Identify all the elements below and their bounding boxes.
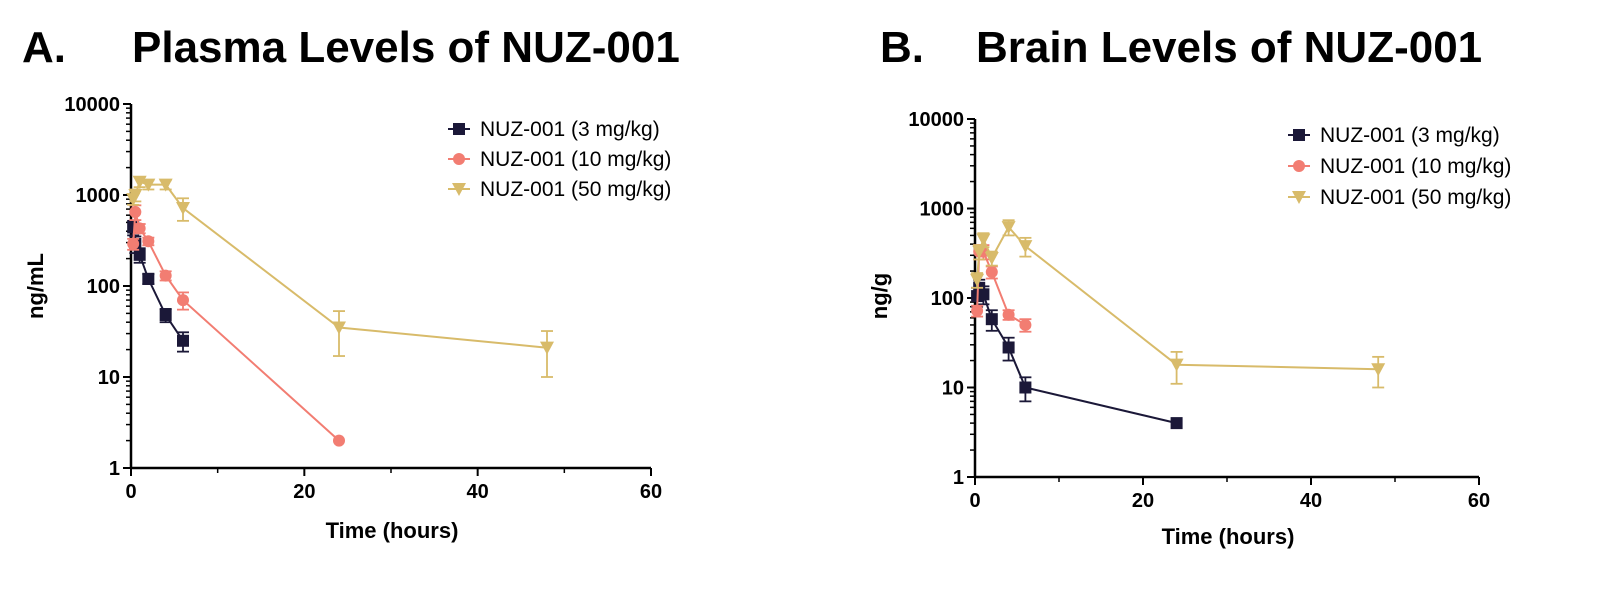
brain-x-tick-label: 60 [1468,490,1490,512]
brain-x-axis-label: Time (hours) [1162,524,1295,549]
brain-y-tick-label: 1000 [920,199,965,221]
plasma-x-axis-label: Time (hours) [326,518,459,543]
plasma-data-point [141,178,156,192]
brain-data-point [1001,221,1016,235]
brain-data-point [972,245,987,259]
plasma-data-point [158,178,173,192]
plasma-data-point [177,294,189,307]
plasma-y-tick-label: 1000 [76,185,121,207]
plasma-y-axis-label: ng/mL [23,253,48,319]
brain-legend-label: NUZ-001 (3 mg/kg) [1320,124,1500,147]
plasma-data-point [133,222,146,235]
brain-y-tick-label: 1 [953,467,964,489]
plasma-data-point [127,237,140,250]
brain-legend-label: NUZ-001 (50 mg/kg) [1320,186,1511,209]
brain-data-point [985,313,998,326]
brain-data-point [976,233,991,247]
plasma-series-2 [126,175,554,378]
plasma-series-line [132,211,340,442]
brain-data-point [1019,381,1032,394]
plasma-y-tick-label: 10000 [64,94,120,116]
brain-data-point [977,288,990,301]
plasma-data-point [159,309,172,322]
brain-data-point [1002,308,1015,321]
plot-area-brain: 1 10 100 1000 10000 0 20 40 60 NUZ-001 (3 mg/kg) N… [908,109,1511,512]
brain-data-point [1170,417,1183,430]
plasma-x-tick-label: 20 [293,481,315,503]
plasma-legend-marker [452,183,466,196]
plasma-legend-marker [453,153,465,165]
brain-legend-marker [1293,160,1305,172]
plasma-y-tick-label: 100 [87,276,120,298]
plasma-legend-marker [453,123,465,135]
brain-data-point [971,304,984,317]
brain-series-line [976,225,1379,371]
panel-b-letter: B. [880,23,924,72]
brain-x-tick-label: 0 [969,490,980,512]
panel-a-title: Plasma Levels of NUZ-001 [132,23,680,72]
plasma-data-point [129,206,142,219]
panel-b-title: Brain Levels of NUZ-001 [976,23,1482,72]
plasma-data-point [177,334,189,347]
brain-y-tick-label: 10000 [908,109,964,131]
plasma-x-tick-label: 60 [640,481,662,503]
brain-x-tick-label: 40 [1300,490,1322,512]
plasma-data-point [128,189,143,202]
plasma-data-point [133,248,146,261]
brain-legend-label: NUZ-001 (10 mg/kg) [1320,155,1511,178]
brain-data-point [1018,240,1033,254]
panel-a-letter: A. [22,23,66,72]
plasma-data-point [176,201,190,215]
brain-series-2 [970,219,1386,389]
plasma-y-tick-label: 10 [98,367,120,389]
plasma-data-point [333,434,345,447]
plasma-series-1 [127,204,345,447]
brain-legend-marker [1293,129,1305,141]
plasma-legend-label: NUZ-001 (3 mg/kg) [480,118,660,141]
brain-data-point [1169,358,1184,372]
plasma-legend-label: NUZ-001 (10 mg/kg) [480,148,671,171]
brain-data-point [970,273,985,287]
brain-data-point [1002,341,1015,354]
plot-area-plasma: 1 10 100 1000 10000 0 20 40 60 NUZ-001 (3 mg/kg) N… [64,94,671,503]
brain-legend-marker [1292,191,1306,204]
brain-data-point [1371,363,1386,377]
brain-y-axis-label: ng/g [867,273,892,319]
brain-y-tick-label: 100 [931,288,964,310]
brain-x-tick-label: 20 [1132,490,1154,512]
brain-y-tick-label: 10 [942,378,964,400]
brain-data-point [985,266,998,279]
plasma-y-tick-label: 1 [109,458,120,480]
brain-data-point [1019,318,1032,331]
brain-data-point [984,251,999,265]
plasma-x-tick-label: 40 [467,481,489,503]
panel-brain: B. Brain Levels of NUZ-001 1 10 100 1000 100… [867,23,1511,549]
plasma-data-point [159,269,172,282]
plasma-data-point [332,321,346,335]
plasma-data-point [142,272,155,285]
plasma-data-point [127,221,140,234]
plasma-x-tick-label: 0 [125,481,136,503]
plasma-legend-label: NUZ-001 (50 mg/kg) [480,178,671,201]
plasma-data-point [540,341,554,355]
plasma-data-point [142,235,155,248]
panel-plasma: A. Plasma Levels of NUZ-001 1 10 100 1000 10… [22,23,680,543]
